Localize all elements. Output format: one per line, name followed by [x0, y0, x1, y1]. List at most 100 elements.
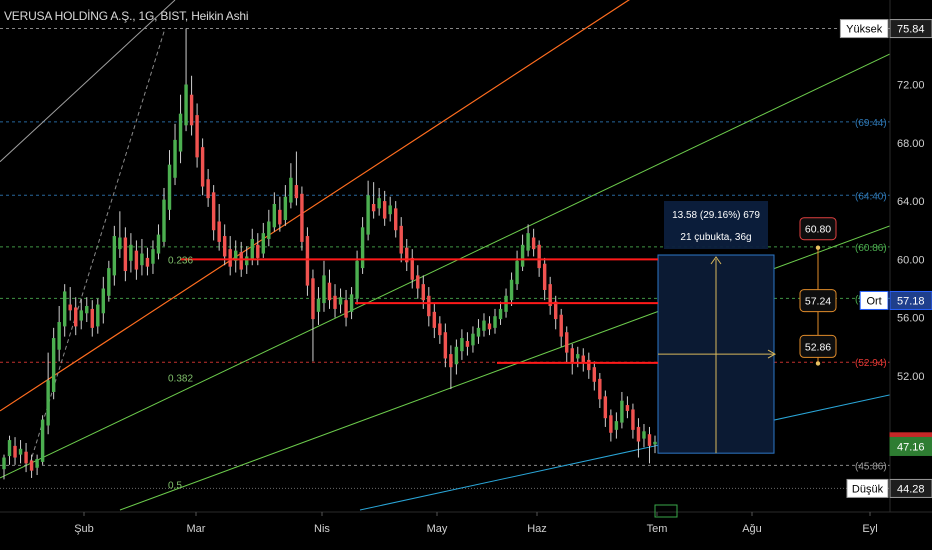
- candle-body: [29, 460, 34, 471]
- candle-body: [74, 307, 78, 327]
- target-box[interactable]: [799, 289, 837, 313]
- candle-body: [399, 225, 403, 254]
- candle-body: [327, 282, 332, 301]
- target-labels[interactable]: 60.80 57.24 52.86: [799, 217, 837, 366]
- candle-body: [62, 291, 67, 327]
- candle-body: [145, 257, 150, 267]
- target-value[interactable]: 57.24: [805, 296, 831, 308]
- candle-body: [371, 204, 376, 212]
- candle-body: [112, 236, 117, 276]
- target-box[interactable]: [799, 217, 837, 241]
- candle-body: [421, 284, 425, 301]
- candle-body: [316, 298, 321, 312]
- candle-body: [217, 221, 221, 242]
- y-axis[interactable]: 72.00 68.00 64.00 60.00 56.00 52.00: [889, 0, 925, 512]
- fib-level-label: (69.44): [855, 118, 887, 129]
- x-axis[interactable]: Şub Mar Nis May Haz Tem Ağu Eyl: [0, 504, 932, 535]
- candle-body: [449, 354, 453, 368]
- target-box[interactable]: [799, 334, 837, 358]
- fib-level-label: (60.86): [855, 243, 887, 254]
- candle-body: [261, 233, 266, 254]
- candle-body: [24, 451, 28, 464]
- candle-body: [636, 426, 641, 442]
- chart-title: VERUSA HOLDİNG A.Ş., 1G, BIST, Heikin As…: [4, 9, 249, 23]
- price-label-name: Ort: [866, 295, 881, 307]
- y-tick-label: 52.00: [897, 371, 925, 383]
- candle-body: [245, 256, 249, 266]
- candle-body: [642, 431, 646, 439]
- candle-body: [234, 250, 238, 261]
- candle-body: [57, 322, 61, 350]
- support-line[interactable]: [359, 394, 891, 511]
- y-tick-label: 68.00: [897, 138, 925, 150]
- candle-body: [432, 311, 437, 328]
- candle-body: [222, 236, 227, 257]
- candle-body: [393, 208, 398, 231]
- candle-body: [493, 316, 497, 328]
- price-range-measure[interactable]: 13.58 (29.16%) 679 21 çubukta, 36g: [657, 201, 777, 454]
- price-label-box: [889, 290, 932, 310]
- candle-body: [438, 323, 442, 336]
- candle-body: [338, 297, 343, 305]
- candle-body: [471, 333, 475, 346]
- candle-body: [140, 253, 144, 266]
- candle-body: [526, 233, 530, 251]
- candle-body: [101, 288, 106, 314]
- price-label-tag: [839, 19, 889, 39]
- candle-body: [553, 301, 558, 320]
- candle-body: [487, 323, 492, 330]
- x-tick-label: May: [427, 523, 448, 535]
- candle-body: [443, 332, 448, 359]
- candle-body: [40, 419, 45, 462]
- candle-body: [427, 295, 431, 317]
- channel-upper-line[interactable]: [0, 0, 640, 412]
- x-tick-label: Haz: [527, 523, 547, 535]
- candle-body: [382, 201, 387, 219]
- target-value[interactable]: 52.86: [805, 341, 831, 353]
- gray-trend-line[interactable]: [0, 0, 176, 163]
- candle-body: [625, 405, 630, 411]
- current-date-marker: [654, 504, 678, 518]
- candle-body: [278, 209, 282, 225]
- candle-body: [592, 367, 597, 382]
- candle-body: [349, 294, 354, 312]
- candle-body: [195, 115, 199, 158]
- price-label-name: Yüksek: [846, 24, 883, 36]
- candle-body: [300, 193, 304, 242]
- candle-body: [256, 244, 260, 258]
- candle-body: [614, 421, 619, 430]
- target-dot: [815, 245, 821, 250]
- y-tick-label: 64.00: [897, 196, 925, 208]
- candle-body: [531, 237, 536, 250]
- candle-body: [85, 306, 89, 314]
- resistance-lines[interactable]: [180, 258, 658, 364]
- candle-body: [603, 396, 608, 419]
- price-label-tag: [859, 290, 889, 310]
- fib-anchor-line: [29, 28, 166, 464]
- target-value[interactable]: 60.80: [805, 224, 831, 236]
- price-label-box: [889, 478, 932, 498]
- candle-body: [134, 250, 139, 270]
- x-tick-label: Tem: [647, 523, 668, 535]
- arrow-right-icon: [767, 349, 777, 359]
- candle-body: [228, 249, 232, 267]
- candle-body: [360, 227, 365, 269]
- candle-body: [2, 457, 6, 470]
- target-dot: [815, 361, 821, 366]
- candle-body: [377, 198, 381, 209]
- candle-body: [609, 415, 613, 433]
- candle-body: [631, 409, 635, 430]
- channel-label: 0.236: [168, 255, 193, 266]
- candle-body: [35, 459, 39, 468]
- price-label-value: 75.84: [897, 24, 925, 36]
- candle-body: [167, 164, 172, 210]
- candle-body: [107, 268, 111, 296]
- candle-body: [151, 249, 155, 264]
- candle-body: [162, 199, 166, 242]
- candle-body: [454, 346, 459, 365]
- channel-mid-line[interactable]: [0, 53, 891, 479]
- fib-level-label: (64.40): [855, 191, 887, 202]
